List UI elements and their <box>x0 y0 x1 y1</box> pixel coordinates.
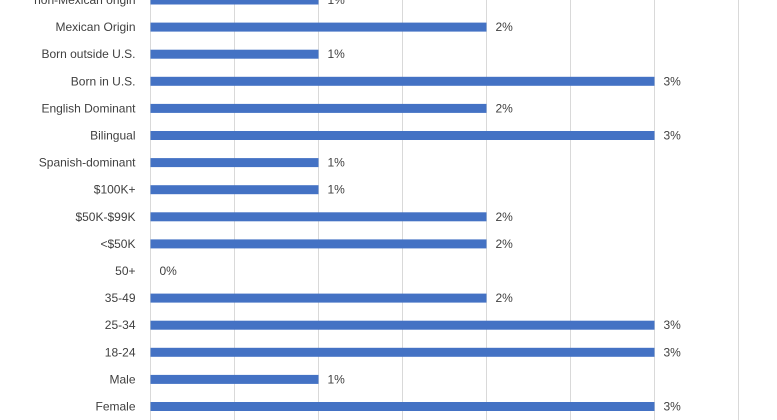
category-label: non-Mexican origin <box>34 0 135 7</box>
category-label: <$50K <box>100 237 135 251</box>
data-label: 1% <box>328 183 346 197</box>
category-label: $50K-$99K <box>75 210 135 224</box>
category-label: Born in U.S. <box>71 74 136 88</box>
data-label: 3% <box>664 318 682 332</box>
data-label: 2% <box>496 237 514 251</box>
data-label: 2% <box>496 291 514 305</box>
bar <box>150 293 487 303</box>
data-label: 2% <box>496 101 514 115</box>
data-label: 3% <box>664 345 682 359</box>
category-label: $100K+ <box>94 183 136 197</box>
category-label: Bilingual <box>90 129 135 143</box>
bar <box>150 374 319 384</box>
bar <box>150 49 319 59</box>
bar <box>150 212 487 222</box>
bar <box>150 347 655 357</box>
data-label: 2% <box>496 210 514 224</box>
bar <box>150 239 487 249</box>
data-label: 1% <box>328 0 346 7</box>
data-label: 3% <box>664 129 682 143</box>
data-label: 3% <box>664 400 682 414</box>
data-label: 2% <box>496 20 514 34</box>
bar <box>150 158 319 168</box>
bar <box>150 402 655 411</box>
bar <box>150 103 487 113</box>
category-label: Female <box>95 400 135 414</box>
bar <box>150 0 319 5</box>
category-label: Spanish-dominant <box>39 156 136 170</box>
bar <box>150 320 655 330</box>
category-label: 35-49 <box>105 291 136 305</box>
category-label: English Dominant <box>41 101 136 115</box>
bar <box>150 22 487 32</box>
category-label: 50+ <box>115 264 135 278</box>
category-label: Born outside U.S. <box>41 47 135 61</box>
data-label: 1% <box>328 156 346 170</box>
value-labels: 1% 2% 1% 3% 2% 3% 1% 1% 2% 2% 0% 2% 3% 3% 1% 3% <box>160 0 682 414</box>
data-label: 1% <box>328 47 346 61</box>
category-label: Mexican Origin <box>55 20 135 34</box>
bar <box>150 185 319 195</box>
category-label: Male <box>109 372 135 386</box>
category-label: 25-34 <box>105 318 136 332</box>
bar <box>150 76 655 86</box>
bar <box>150 131 655 140</box>
data-label: 3% <box>664 74 682 88</box>
category-labels: non-Mexican origin Mexican Origin Born out… <box>34 0 136 414</box>
bars <box>150 0 655 411</box>
data-label: 0% <box>160 264 178 278</box>
category-label: 18-24 <box>105 345 136 359</box>
data-label: 1% <box>328 372 346 386</box>
gridlines <box>150 0 739 420</box>
